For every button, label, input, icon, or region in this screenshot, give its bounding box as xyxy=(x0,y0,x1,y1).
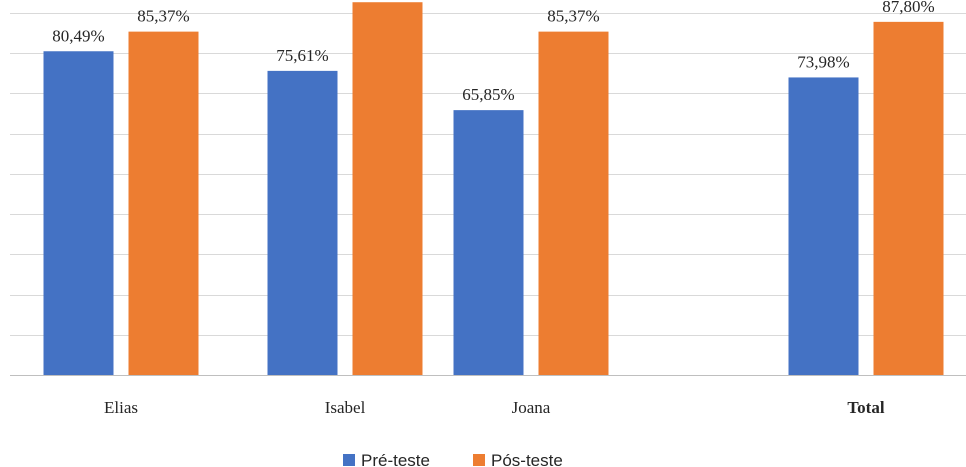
x-tick-label: Total xyxy=(847,398,884,417)
value-labels: 80,49%85,37%75,61%92,68%65,85%85,37%73,9… xyxy=(52,0,934,104)
bar-total-pre-teste xyxy=(788,77,859,375)
legend: Pré-teste Pós-teste xyxy=(343,451,563,467)
bar-isabel-pos-teste xyxy=(352,2,423,375)
bar-isabel-pre-teste xyxy=(267,70,338,376)
bar-total-pos-teste xyxy=(873,21,944,376)
x-tick-label: Isabel xyxy=(325,398,366,417)
bar-joana-pos-teste xyxy=(538,31,609,375)
data-label: 85,37% xyxy=(137,7,189,26)
data-label: 73,98% xyxy=(797,52,849,71)
x-tick-label: Elias xyxy=(104,398,138,417)
data-label: 85,37% xyxy=(547,7,599,26)
bar-elias-pos-teste xyxy=(128,31,199,375)
legend-item: Pós-teste xyxy=(473,451,563,467)
data-label: 65,85% xyxy=(462,85,514,104)
data-label: 75,61% xyxy=(276,46,328,65)
category-labels: Elias Isabel Joana Total xyxy=(104,398,885,417)
bar-joana-pre-teste xyxy=(453,110,524,376)
data-label: 80,49% xyxy=(52,26,104,45)
data-label: 87,80% xyxy=(882,0,934,16)
legend-swatch xyxy=(343,454,355,466)
bar-elias-pre-teste xyxy=(43,51,114,375)
x-tick-label: Joana xyxy=(512,398,551,417)
legend-label: Pré-teste xyxy=(361,451,430,467)
bars xyxy=(43,2,944,376)
legend-swatch xyxy=(473,454,485,466)
legend-item: Pré-teste xyxy=(343,451,430,467)
legend-label: Pós-teste xyxy=(491,451,563,467)
